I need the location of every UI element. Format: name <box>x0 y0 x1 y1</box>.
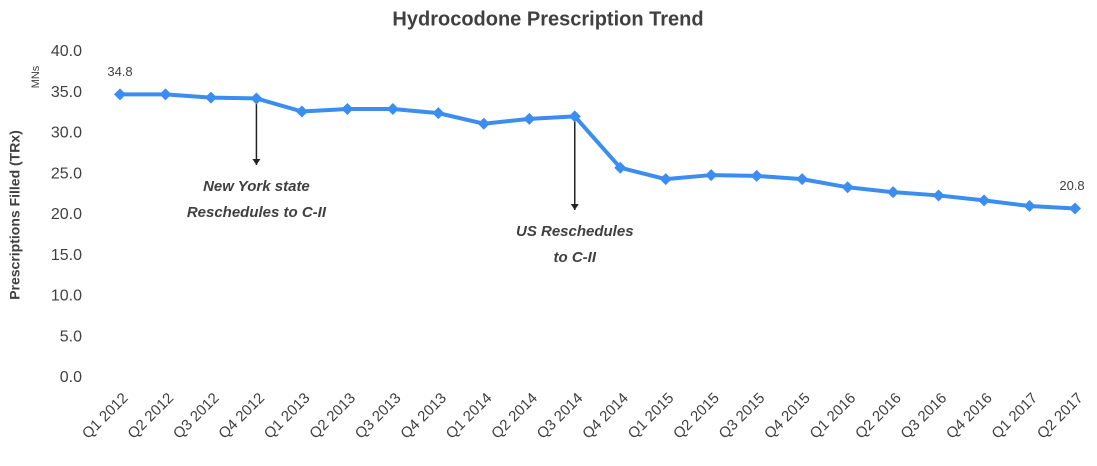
x-tick-label: Q2 2012 <box>124 390 177 443</box>
y-unit: MNs <box>30 65 42 88</box>
marker <box>159 88 172 101</box>
marker <box>295 105 308 118</box>
y-tick-label: 20.0 <box>51 206 82 223</box>
chart-title: Hydrocodone Prescription Trend <box>392 8 703 30</box>
data-label: 34.8 <box>107 64 132 79</box>
x-tick-label: Q1 2016 <box>807 390 860 443</box>
marker <box>341 103 354 116</box>
marker <box>796 173 809 186</box>
x-tick-label: Q3 2016 <box>897 390 950 443</box>
x-tick-label: Q2 2013 <box>306 390 359 443</box>
marker <box>114 88 126 101</box>
x-tick-label: Q3 2013 <box>352 390 405 443</box>
y-tick-label: 25.0 <box>51 165 82 182</box>
annotation-text: to C-II <box>554 249 597 266</box>
annotation-text: US Reschedules <box>516 223 634 240</box>
marker <box>659 173 672 186</box>
marker <box>978 194 991 207</box>
line <box>120 92 1076 211</box>
x-tick-label: Q1 2017 <box>988 390 1041 443</box>
x-tick-label: Q2 2016 <box>852 390 905 443</box>
x-tick-label: Q4 2016 <box>943 390 996 443</box>
annotation-arrowhead <box>252 159 261 165</box>
x-tick-label: Q4 2013 <box>397 390 450 443</box>
marker <box>386 103 399 116</box>
marker <box>204 91 217 104</box>
annotation-text: Reschedules to C-II <box>187 204 327 221</box>
annotation-text: New York state <box>203 178 310 195</box>
x-tick-label: Q4 2014 <box>579 390 632 443</box>
marker <box>1023 200 1036 213</box>
data-label: 20.8 <box>1059 178 1084 193</box>
x-tick-label: Q3 2012 <box>170 390 223 443</box>
x-tick-label: Q1 2015 <box>625 390 678 443</box>
marker <box>250 92 263 105</box>
x-tick-label: Q2 2017 <box>1034 390 1087 443</box>
marker <box>477 117 490 130</box>
y-tick-label: 5.0 <box>60 328 82 345</box>
marker <box>932 189 945 202</box>
marker <box>1069 202 1081 215</box>
x-tick-label: Q4 2012 <box>215 390 268 443</box>
y-tick-label: 15.0 <box>51 247 82 264</box>
x-tick-label: Q2 2014 <box>488 390 541 443</box>
x-tick-label: Q1 2014 <box>443 390 496 443</box>
y-tick-label: 35.0 <box>51 84 82 101</box>
marker <box>705 169 718 182</box>
y-tick-label: 0.0 <box>60 369 82 386</box>
y-tick-label: 30.0 <box>51 125 82 142</box>
annotation-arrowhead <box>570 204 579 210</box>
marker <box>432 107 445 120</box>
marker <box>523 112 536 125</box>
x-tick-label: Q1 2013 <box>261 390 314 443</box>
y-tick-label: 40.0 <box>51 43 82 60</box>
x-tick-label: Q2 2015 <box>670 390 723 443</box>
marker <box>614 161 627 174</box>
marker <box>887 186 900 199</box>
marker <box>568 110 581 123</box>
x-tick-label: Q1 2012 <box>79 390 132 443</box>
x-tick-label: Q3 2015 <box>716 390 769 443</box>
x-tick-label: Q4 2015 <box>761 390 814 443</box>
y-tick-label: 10.0 <box>51 288 82 305</box>
y-axis-title: Prescriptions Filled (TRx) <box>7 130 23 300</box>
x-tick-label: Q3 2014 <box>534 390 587 443</box>
marker <box>841 181 854 194</box>
marker <box>750 169 763 182</box>
